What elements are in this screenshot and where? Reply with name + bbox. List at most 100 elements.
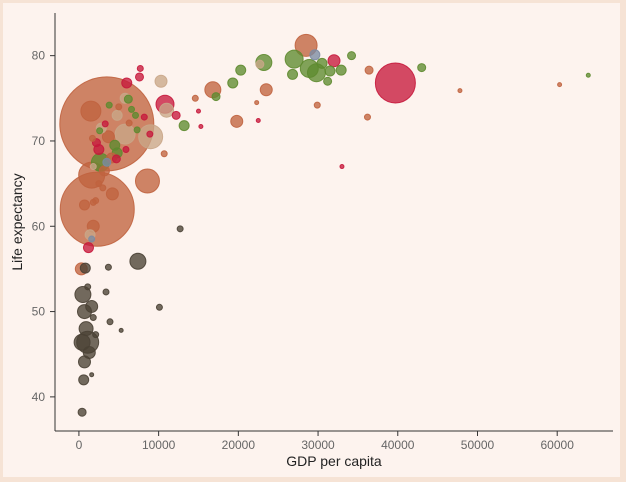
- data-bubble[interactable]: [154, 74, 168, 88]
- data-bubble[interactable]: [106, 318, 114, 326]
- data-bubble[interactable]: [339, 164, 345, 170]
- data-bubble[interactable]: [115, 103, 123, 111]
- data-bubble[interactable]: [309, 49, 321, 61]
- data-bubble[interactable]: [254, 100, 260, 106]
- data-bubble[interactable]: [364, 65, 374, 75]
- data-bubble[interactable]: [324, 65, 336, 77]
- data-bubble[interactable]: [89, 198, 97, 206]
- data-bubble[interactable]: [132, 111, 140, 119]
- data-bubble[interactable]: [323, 76, 333, 86]
- data-bubble[interactable]: [457, 88, 463, 94]
- data-bubble[interactable]: [77, 355, 91, 369]
- data-bubble[interactable]: [129, 252, 147, 270]
- data-bubble[interactable]: [101, 130, 115, 144]
- x-tick-label: 30000: [301, 438, 335, 452]
- data-bubble[interactable]: [327, 54, 341, 68]
- chart-frame: 0 10000 20000 30000 40000 50000 60000 40 50 60 70…: [3, 3, 620, 477]
- data-bubble[interactable]: [96, 127, 104, 135]
- data-bubble[interactable]: [159, 102, 175, 118]
- data-bubble[interactable]: [363, 113, 371, 121]
- y-axis-title: Life expectancy: [9, 173, 25, 270]
- data-bubble[interactable]: [82, 242, 94, 254]
- bubble-layer: [59, 33, 591, 417]
- data-bubble[interactable]: [102, 288, 110, 296]
- data-bubble[interactable]: [121, 77, 133, 89]
- data-bubble[interactable]: [211, 92, 221, 102]
- data-bubble[interactable]: [316, 57, 328, 69]
- y-tick-label: 50: [32, 305, 46, 319]
- data-bubble[interactable]: [284, 49, 304, 69]
- x-tick-label: 0: [76, 438, 83, 452]
- data-bubble[interactable]: [92, 331, 100, 339]
- data-bubble[interactable]: [178, 120, 190, 132]
- data-bubble[interactable]: [89, 372, 95, 378]
- data-bubble[interactable]: [176, 225, 184, 233]
- data-bubble[interactable]: [134, 72, 144, 82]
- data-bubble[interactable]: [136, 64, 144, 72]
- data-bubble[interactable]: [335, 64, 347, 76]
- data-bubble[interactable]: [105, 101, 113, 109]
- data-bubble[interactable]: [313, 101, 321, 109]
- data-bubble[interactable]: [74, 286, 92, 304]
- data-bubble[interactable]: [160, 150, 168, 158]
- y-tick-label: 40: [32, 390, 46, 404]
- x-tick-label: 60000: [541, 438, 575, 452]
- data-bubble[interactable]: [89, 314, 97, 322]
- data-bubble[interactable]: [146, 130, 154, 138]
- data-bubble[interactable]: [195, 108, 201, 114]
- data-bubble[interactable]: [98, 165, 110, 177]
- data-bubble[interactable]: [77, 407, 87, 417]
- data-bubble[interactable]: [102, 157, 112, 167]
- data-bubble[interactable]: [95, 180, 103, 188]
- chart-svg: 0 10000 20000 30000 40000 50000 60000 40 50 60 70…: [9, 13, 613, 469]
- data-bubble[interactable]: [118, 327, 124, 333]
- data-bubble[interactable]: [235, 64, 247, 76]
- data-bubble[interactable]: [122, 145, 130, 153]
- data-bubble[interactable]: [134, 168, 160, 194]
- data-bubble[interactable]: [171, 110, 181, 120]
- data-bubble[interactable]: [85, 299, 99, 313]
- data-bubble[interactable]: [78, 374, 90, 386]
- data-bubble[interactable]: [88, 134, 96, 142]
- data-bubble[interactable]: [88, 235, 96, 243]
- data-bubble[interactable]: [585, 72, 591, 78]
- data-bubble[interactable]: [255, 117, 261, 123]
- data-bubble[interactable]: [125, 119, 133, 127]
- x-tick-label: 10000: [142, 438, 176, 452]
- data-bubble[interactable]: [259, 83, 273, 97]
- data-bubble[interactable]: [198, 123, 204, 129]
- data-bubble[interactable]: [104, 263, 112, 271]
- data-bubble[interactable]: [99, 184, 107, 192]
- x-axis-ticks: 0 10000 20000 30000 40000 50000 60000: [76, 431, 575, 452]
- data-bubble[interactable]: [191, 94, 199, 102]
- data-bubble[interactable]: [133, 126, 141, 134]
- x-tick-label: 40000: [381, 438, 415, 452]
- data-bubble[interactable]: [255, 59, 265, 69]
- data-bubble[interactable]: [347, 51, 357, 61]
- y-tick-label: 80: [32, 49, 46, 63]
- x-axis-title: GDP per capita: [286, 453, 382, 469]
- data-bubble[interactable]: [417, 63, 427, 73]
- data-bubble[interactable]: [299, 58, 319, 78]
- data-bubble[interactable]: [79, 262, 91, 274]
- data-bubble[interactable]: [111, 154, 121, 164]
- data-bubble[interactable]: [140, 113, 148, 121]
- data-bubble[interactable]: [123, 94, 133, 104]
- y-tick-label: 70: [32, 134, 46, 148]
- data-bubble[interactable]: [80, 100, 102, 122]
- data-bubble[interactable]: [78, 321, 94, 337]
- data-bubble[interactable]: [128, 105, 136, 113]
- data-bubble[interactable]: [89, 163, 97, 171]
- data-bubble[interactable]: [114, 123, 136, 145]
- data-bubble[interactable]: [230, 114, 244, 128]
- data-bubble[interactable]: [227, 77, 239, 89]
- data-bubble[interactable]: [155, 303, 163, 311]
- data-bubble[interactable]: [105, 187, 119, 201]
- data-bubble[interactable]: [287, 68, 299, 80]
- data-bubble[interactable]: [111, 109, 123, 121]
- data-bubble[interactable]: [557, 82, 563, 88]
- data-bubble[interactable]: [101, 120, 109, 128]
- data-bubble[interactable]: [78, 199, 90, 211]
- data-bubble[interactable]: [374, 62, 416, 104]
- data-bubble[interactable]: [84, 283, 92, 291]
